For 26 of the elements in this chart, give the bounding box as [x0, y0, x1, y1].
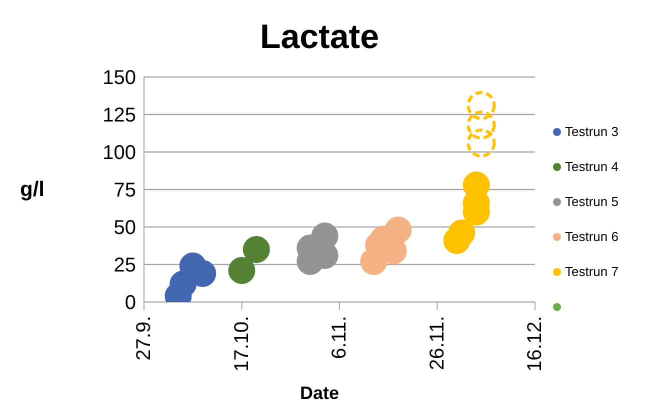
legend-label: Testrun 6 — [565, 229, 618, 244]
legend-label: Testrun 4 — [565, 159, 618, 174]
chart-title: Lactate — [258, 18, 380, 57]
y-tick-label: 100 — [102, 142, 136, 164]
point — [384, 216, 412, 244]
y-tick-label: 150 — [102, 67, 136, 90]
y-tick-label: 50 — [114, 217, 136, 240]
legend-label: Testrun 7 — [565, 264, 618, 279]
y-tick-label: 0 — [124, 292, 136, 314]
x-tick-label: 27.9. — [133, 316, 155, 360]
legend-label: Testrun 5 — [565, 194, 618, 209]
legend-label: Testrun 3 — [565, 124, 618, 139]
y-tick-label: 25 — [114, 254, 136, 277]
x-tick-label: 16.12. — [524, 316, 546, 372]
y-tick-label: 75 — [114, 180, 136, 202]
y-tick-label: 125 — [102, 104, 136, 127]
x-tick-label: 6.11. — [328, 316, 350, 359]
point — [466, 91, 496, 120]
y-axis-title: g/l — [20, 178, 44, 202]
point — [466, 128, 496, 158]
x-tick-label: 17.10. — [230, 316, 253, 372]
x-axis-title: Date — [298, 383, 340, 404]
point — [466, 110, 496, 140]
x-tick-label: 26.11. — [426, 316, 448, 370]
point — [242, 236, 270, 263]
point — [228, 257, 256, 284]
